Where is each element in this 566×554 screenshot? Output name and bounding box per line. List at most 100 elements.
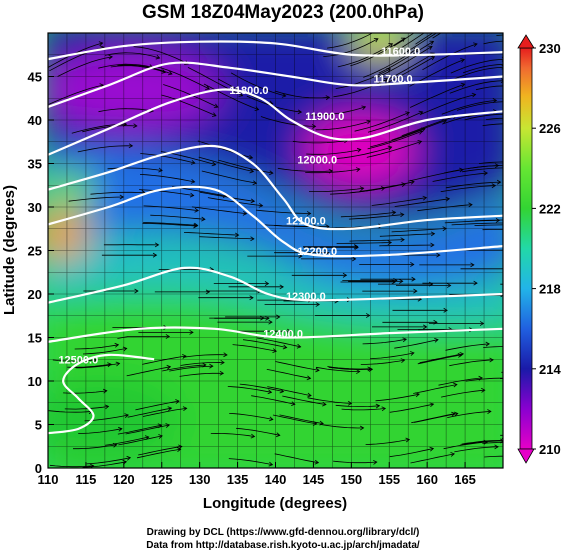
wind-arrow-head: [325, 95, 331, 101]
height-contour-line: [48, 353, 155, 435]
wind-arrow-head: [315, 302, 320, 307]
wind-arrow-head: [249, 168, 255, 174]
wind-streamline: [367, 111, 423, 133]
wind-streamline: [415, 33, 434, 45]
wind-arrow-head: [189, 329, 194, 335]
height-contour-line: [48, 326, 503, 343]
wind-streamline: [82, 348, 127, 355]
wind-arrow-head: [219, 370, 225, 376]
wind-streamline: [465, 377, 503, 382]
wind-streamline: [394, 339, 439, 349]
wind-arrow-head: [152, 252, 158, 258]
wind-streamline: [367, 130, 423, 150]
wind-streamline: [242, 339, 287, 348]
wind-streamline: [349, 214, 404, 220]
wind-streamline: [135, 400, 180, 411]
wind-streamline: [256, 337, 301, 348]
x-tick-label: 135: [227, 472, 249, 487]
wind-streamline: [370, 128, 426, 148]
height-contour-line: [48, 88, 503, 156]
wind-arrow-head: [178, 444, 183, 450]
wind-streamline: [136, 448, 181, 459]
height-contour-line: [48, 61, 503, 108]
wind-arrow-head: [429, 402, 435, 408]
wind-arrow-head: [365, 313, 371, 318]
wind-arrow-head: [306, 375, 312, 381]
x-tick-label: 125: [151, 472, 173, 487]
wind-streamline: [379, 233, 435, 237]
wind-arrow-head: [366, 119, 371, 125]
wind-streamline: [142, 407, 187, 417]
wind-streamline: [86, 457, 131, 465]
wind-streamline: [199, 236, 254, 240]
colorbar-top-arrow: [517, 34, 535, 49]
x-tick-label: 110: [38, 472, 59, 487]
wind-arrow-head: [453, 411, 459, 417]
wind-arrow-head: [89, 463, 95, 468]
wind-arrow-head: [500, 78, 503, 84]
wind-arrow-head: [108, 54, 113, 60]
wind-streamline: [484, 455, 503, 458]
wind-arrow-head: [442, 118, 448, 124]
wind-arrow-head: [516, 112, 520, 116]
wind-arrow-head: [375, 403, 381, 409]
contour-label: 12200.0: [297, 246, 337, 258]
wind-arrow-head: [307, 392, 312, 398]
wind-arrow-head: [238, 92, 244, 97]
wind-arrow-head: [298, 253, 303, 259]
wind-streamline: [305, 168, 360, 174]
wind-arrow-head: [489, 357, 494, 363]
wind-arrow-head: [190, 178, 196, 184]
wind-streamline: [340, 211, 396, 218]
wind-streamline: [78, 428, 122, 434]
wind-streamline: [315, 366, 360, 372]
wind-streamline: [398, 33, 425, 50]
wind-arrow-head: [460, 82, 466, 88]
contour-label: 11900.0: [305, 111, 344, 123]
wind-arrow-head: [514, 62, 518, 66]
wind-arrow-head: [165, 334, 171, 339]
wind-streamline: [363, 47, 419, 78]
wind-streamline: [274, 90, 330, 99]
wind-arrow-head: [269, 170, 274, 176]
wind-arrow-head: [473, 280, 478, 286]
wind-arrow-head: [182, 406, 188, 412]
wind-streamline: [229, 413, 273, 420]
wind-arrow-head: [391, 210, 397, 216]
wind-arrow-head: [399, 278, 404, 284]
wind-arrow-head: [429, 446, 435, 452]
x-tick-label: 115: [75, 472, 96, 487]
wind-streamline: [162, 364, 206, 372]
wind-streamline: [378, 40, 434, 74]
wind-streamline: [443, 441, 488, 450]
wind-arrow-head: [550, 61, 554, 65]
wind-streamline: [117, 336, 170, 339]
wind-streamline: [413, 384, 457, 394]
height-contour-line: [48, 185, 503, 258]
wind-arrow-head: [211, 112, 217, 117]
wind-arrow-head: [400, 358, 406, 364]
wind-arrow-head: [250, 236, 255, 242]
wind-streamline: [441, 100, 497, 115]
wind-arrow-head: [104, 404, 110, 410]
wind-streamline: [125, 424, 170, 435]
wind-arrow-head: [264, 281, 270, 286]
wind-arrow-head: [250, 433, 256, 439]
wind-arrow-head: [429, 40, 435, 45]
wind-arrow-head: [400, 237, 405, 243]
wind-streamline: [401, 115, 457, 137]
wind-arrow-head: [268, 319, 273, 325]
wind-streamline: [179, 372, 224, 377]
x-axis-label: Longitude (degrees): [203, 495, 347, 512]
wind-streamline: [198, 156, 254, 172]
wind-streamline: [266, 369, 311, 379]
y-tick-label: 0: [35, 461, 42, 476]
wind-arrow-head: [124, 413, 129, 418]
wind-arrow-head: [487, 409, 492, 414]
wind-arrow-head: [434, 337, 439, 343]
wind-streamline: [161, 94, 217, 117]
wind-streamline: [306, 149, 361, 155]
wind-arrow-head: [449, 14, 453, 18]
wind-streamline: [482, 442, 503, 444]
